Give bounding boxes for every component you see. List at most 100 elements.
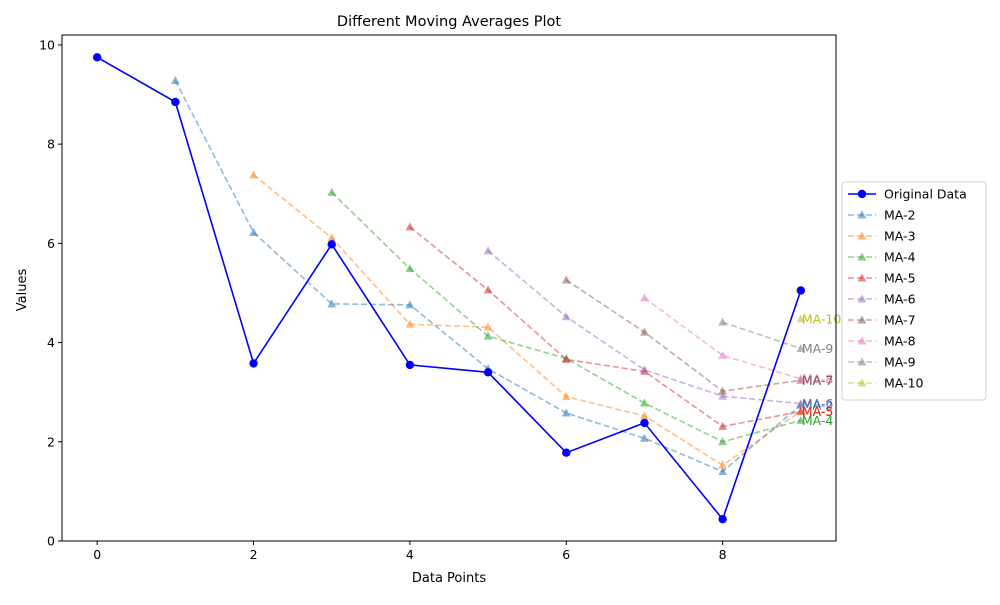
series-ma-10: [796, 314, 806, 323]
series-line: [643, 297, 802, 380]
data-point: [483, 285, 493, 294]
y-tick-label: 0: [47, 534, 55, 549]
data-point: [171, 97, 180, 107]
series-line: [565, 279, 801, 393]
data-point: [718, 350, 728, 359]
data-point: [327, 299, 337, 308]
legend-item: Original Data: [848, 187, 967, 202]
legend-item: MA-9: [848, 355, 916, 370]
data-point: [405, 300, 415, 309]
data-point: [718, 514, 727, 524]
data-point: [405, 319, 415, 328]
legend-marker: [857, 357, 867, 366]
end-label: MA-2: [802, 398, 834, 413]
x-tick-label: 6: [562, 547, 570, 562]
legend-marker: [857, 210, 867, 219]
data-point: [483, 331, 493, 340]
data-point: [718, 460, 728, 469]
legend-item: MA-6: [848, 292, 916, 307]
chart-title: Different Moving Averages Plot: [337, 14, 561, 30]
data-point: [561, 408, 571, 417]
series-line: [409, 226, 801, 428]
data-point: [249, 170, 258, 179]
data-point: [170, 76, 180, 85]
y-axis-title: Values: [15, 269, 30, 312]
data-point: [796, 374, 806, 383]
data-point: [640, 411, 649, 420]
y-tick-label: 8: [47, 137, 55, 152]
y-tick-label: 4: [47, 335, 55, 350]
legend-item: MA-4: [848, 250, 916, 265]
data-point: [796, 398, 806, 408]
plot-area: MA-10 MA-9 MA-8MA-7 MA-6MA-2MA-3MA-5MA-4: [92, 53, 841, 524]
end-label: MA-3: [802, 404, 834, 419]
series-line: [174, 80, 802, 473]
end-label: MA-7: [802, 373, 834, 388]
data-point: [718, 421, 728, 430]
x-axis-title: Data Points: [412, 571, 486, 586]
legend-label: MA-9: [884, 355, 916, 370]
end-label: MA-6: [802, 396, 834, 411]
y-tick-label: 10: [39, 37, 55, 52]
data-point: [561, 275, 571, 284]
data-point: [561, 312, 571, 321]
legend-marker: [857, 336, 867, 345]
data-point: [796, 343, 806, 352]
y-tick-label: 6: [47, 236, 55, 251]
series-ma-2: [170, 76, 806, 475]
x-tick-label: 2: [250, 547, 258, 562]
legend-label: MA-7: [884, 313, 916, 328]
axes: 0 2 4 6 8 0 2 4 6 8 10: [39, 34, 837, 562]
legend-item: MA-8: [848, 334, 916, 349]
legend-item: MA-5: [848, 271, 916, 286]
data-point: [249, 359, 258, 368]
data-point: [562, 448, 571, 457]
legend-item: MA-10: [848, 376, 924, 391]
end-label: MA-9: [802, 341, 834, 356]
data-point: [640, 327, 649, 336]
axes-frame: [61, 34, 837, 542]
data-point: [327, 233, 337, 242]
data-point: [796, 314, 806, 323]
data-point: [405, 360, 415, 370]
data-point: [483, 368, 493, 377]
series-ma-8: [640, 293, 806, 383]
data-point: [796, 415, 806, 424]
series-line: [722, 321, 802, 350]
legend: Original Data MA-2 MA-3 MA-4 MA-5 MA-6 MA-7 MA-…: [841, 181, 987, 401]
series-original-data: [92, 53, 806, 524]
data-point: [640, 433, 649, 442]
data-point: [405, 222, 415, 231]
end-label: MA-8: [802, 371, 834, 386]
data-point: [92, 53, 102, 62]
data-point: [718, 466, 728, 475]
legend-marker: [857, 378, 867, 387]
legend-marker: [857, 252, 867, 261]
data-point: [718, 386, 728, 395]
end-label: MA-5: [802, 404, 834, 419]
data-point: [640, 398, 649, 407]
legend-item: MA-7: [848, 313, 916, 328]
x-tick-label: 0: [93, 547, 101, 562]
data-point: [483, 246, 493, 255]
data-point: [718, 437, 728, 446]
series-line: [96, 56, 802, 521]
series-ma-5: [405, 222, 806, 430]
legend-marker: [857, 189, 867, 199]
data-point: [327, 187, 337, 196]
series-line: [253, 174, 802, 467]
data-point: [640, 293, 649, 302]
data-point: [640, 418, 649, 428]
legend-label: MA-3: [884, 229, 916, 244]
series-line: [487, 250, 801, 405]
data-point: [718, 391, 728, 400]
data-point: [640, 365, 649, 374]
legend-label: MA-2: [884, 208, 916, 223]
data-point: [405, 264, 415, 273]
series-ma-6: [483, 246, 806, 408]
legend-marker: [857, 315, 867, 324]
data-point: [249, 227, 258, 236]
legend-marker: [857, 231, 867, 240]
legend-label: MA-8: [884, 334, 916, 349]
